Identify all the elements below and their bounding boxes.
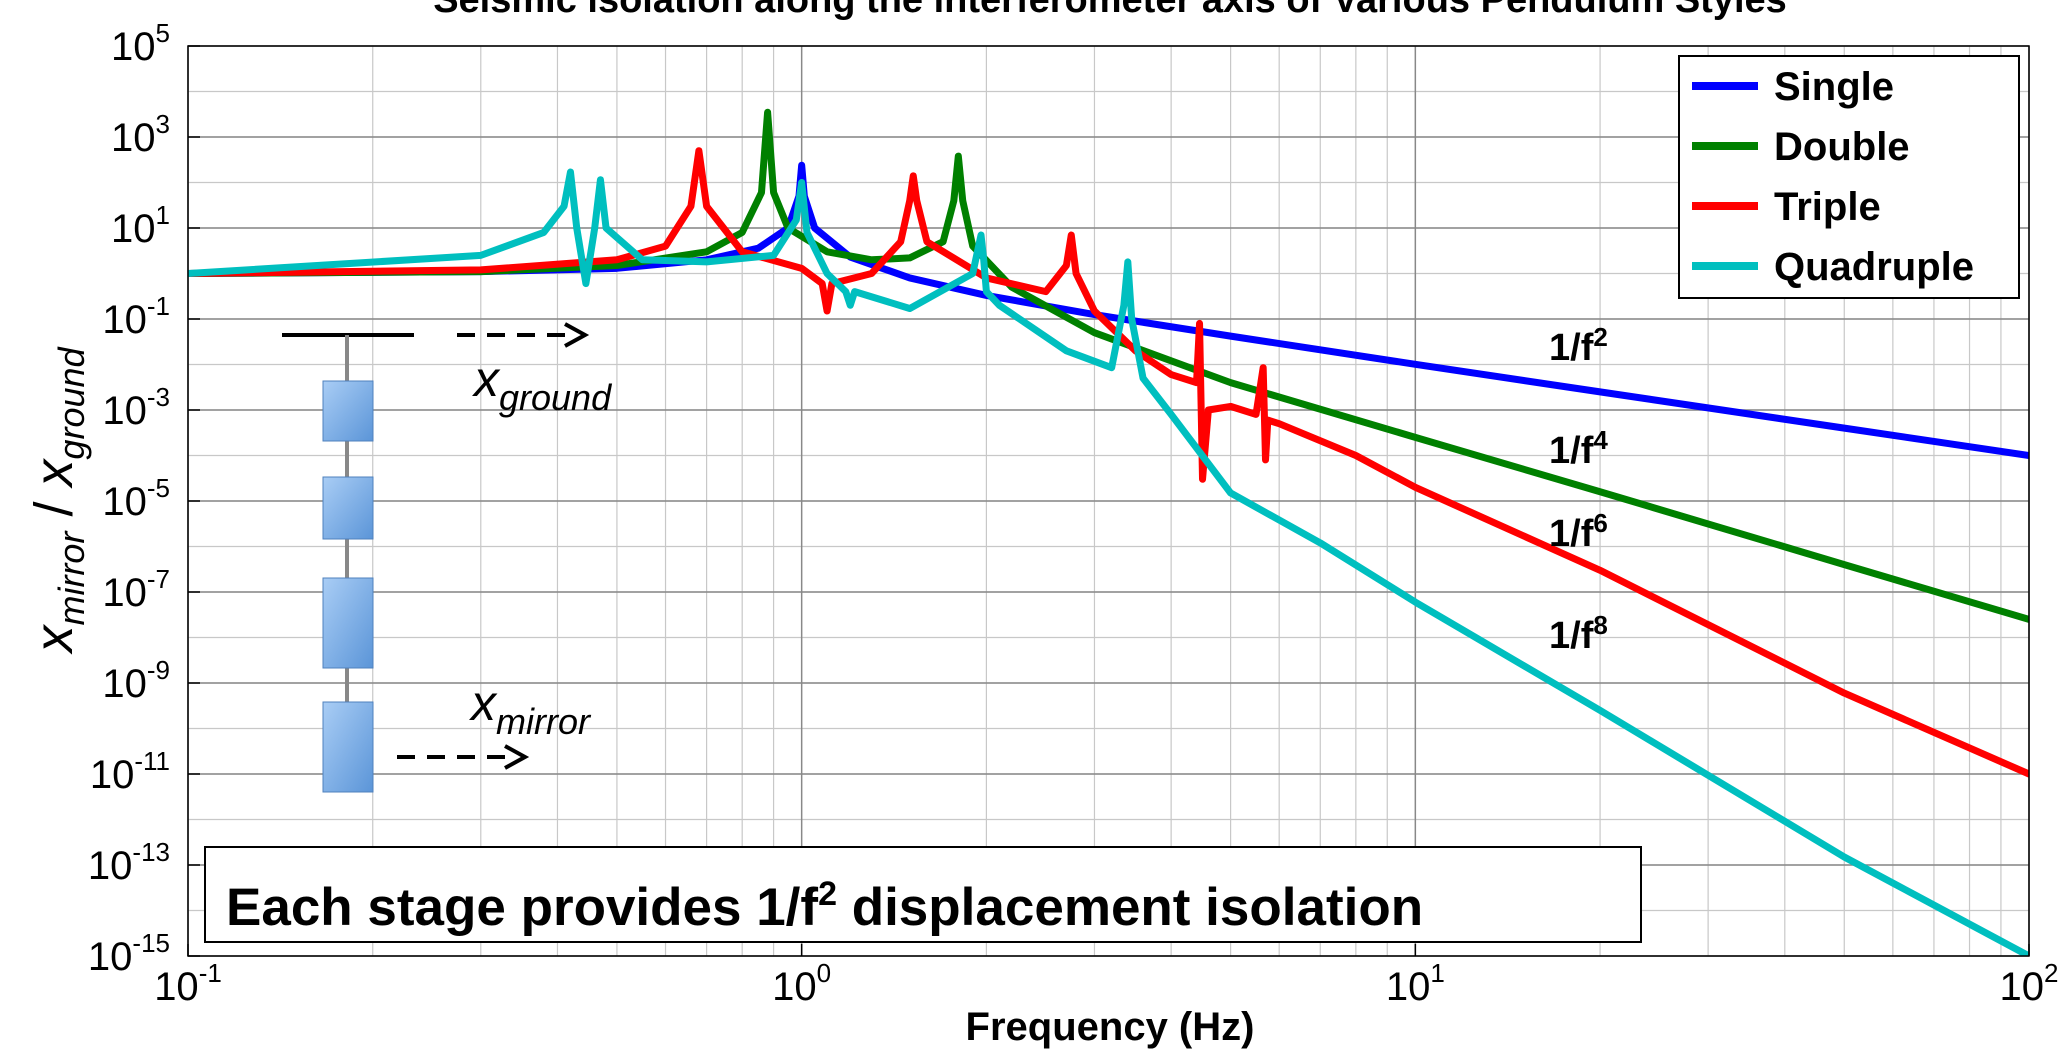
y-label-num-sub: mirror — [51, 530, 92, 626]
mirror-mass — [322, 701, 374, 793]
slope-sup: 4 — [1593, 425, 1608, 455]
arrow-head — [564, 322, 590, 348]
x-tick-label: 100 — [772, 958, 831, 1009]
y-label-sep: / — [24, 487, 84, 532]
tick-exp: -13 — [132, 837, 170, 867]
y-tick-label: 101 — [111, 200, 170, 251]
tick-base: 10 — [90, 753, 135, 797]
tick-exp: -5 — [147, 473, 170, 503]
tick-base: 10 — [88, 935, 133, 979]
tick-base: 10 — [111, 116, 156, 160]
legend-label: Triple — [1774, 185, 1881, 229]
note-tail: displacement isolation — [837, 878, 1423, 937]
tick-exp: 5 — [156, 18, 170, 48]
legend-label: Double — [1774, 125, 1910, 169]
slope-sup: 2 — [1593, 322, 1607, 352]
tick-exp: 1 — [1430, 958, 1444, 988]
chart-title: Seismic isolation along the interferomet… — [433, 0, 1787, 21]
tick-base: 10 — [2000, 965, 2045, 1009]
mirror-label-sub: mirror — [496, 701, 592, 742]
y-tick-label: 10-9 — [102, 655, 170, 706]
y-tick-label: 105 — [111, 18, 170, 69]
tick-base: 10 — [111, 25, 156, 69]
tick-exp: -15 — [132, 928, 170, 958]
y-tick-label: 10-5 — [102, 473, 170, 524]
tick-base: 10 — [102, 662, 147, 706]
x-axis-label: Frequency (Hz) — [966, 1005, 1255, 1049]
tick-base: 10 — [772, 965, 817, 1009]
tick-exp: -3 — [147, 382, 170, 412]
tick-base: 10 — [102, 298, 147, 342]
slope-text: 1/f — [1549, 513, 1594, 555]
y-label-num: x — [24, 624, 84, 656]
y-label-den-sub: ground — [51, 346, 92, 459]
tick-base: 10 — [111, 207, 156, 251]
tick-base: 10 — [154, 965, 199, 1009]
tick-exp: -7 — [147, 564, 170, 594]
stage-mass — [322, 577, 374, 669]
slope-text: 1/f — [1549, 327, 1594, 369]
arrow-head — [504, 744, 530, 770]
tick-exp: -9 — [147, 655, 170, 685]
tick-base: 10 — [88, 844, 133, 888]
slope-sup: 6 — [1593, 508, 1607, 538]
slope-label: 1/f6 — [1549, 508, 1608, 555]
tick-exp: 0 — [817, 958, 831, 988]
slope-text: 1/f — [1549, 615, 1594, 657]
y-label-den: x — [24, 458, 84, 490]
tick-exp: 3 — [156, 109, 170, 139]
slope-label: 1/f2 — [1549, 322, 1608, 369]
tick-exp: -1 — [199, 958, 222, 988]
tick-exp: 2 — [2044, 958, 2058, 988]
slope-label: 1/f4 — [1549, 425, 1608, 472]
series-line — [188, 147, 2029, 778]
pendulum-diagram: xground xmirror — [282, 322, 612, 793]
y-tick-label: 10-7 — [102, 564, 170, 615]
legend: Single Double Triple Quadruple — [1678, 55, 2020, 299]
slope-sup: 8 — [1593, 610, 1607, 640]
x-tick-label: 10-1 — [154, 958, 222, 1009]
tick-exp: -1 — [147, 291, 170, 321]
note: Each stage provides 1/f2 displacement is… — [226, 875, 1423, 937]
y-tick-label: 10-13 — [88, 837, 170, 888]
tick-base: 10 — [102, 571, 147, 615]
legend-label: Quadruple — [1774, 245, 1974, 289]
plot-lines — [188, 108, 2029, 956]
tick-exp: -11 — [134, 746, 170, 776]
tick-base: 10 — [102, 389, 147, 433]
tick-base: 10 — [102, 480, 147, 524]
stage-mass — [322, 380, 374, 442]
slope-text: 1/f — [1549, 430, 1594, 472]
y-axis-label: xmirror / xground — [24, 346, 92, 655]
note-sup: 2 — [818, 875, 837, 913]
legend-label: Single — [1774, 65, 1894, 109]
y-tick-label: 103 — [111, 109, 170, 160]
mirror-label: xmirror — [469, 675, 592, 742]
stage-mass — [322, 476, 374, 540]
ground-label-sub: ground — [499, 377, 612, 418]
ground-label: xground — [472, 351, 612, 418]
slope-label: 1/f8 — [1549, 610, 1608, 657]
tick-exp: 1 — [156, 200, 170, 230]
x-tick-label: 102 — [2000, 958, 2059, 1009]
note-text: Each stage provides 1/f — [226, 878, 818, 937]
series-line — [188, 168, 2029, 956]
legend-box — [1678, 55, 2020, 299]
ground-label-main: x — [472, 351, 501, 407]
x-tick-label: 101 — [1386, 958, 1445, 1009]
y-tick-label: 10-1 — [102, 291, 170, 342]
y-tick-label: 10-11 — [90, 746, 170, 797]
tick-labels: 10-1 100 101 10210510310110-110-310-510-710… — [88, 18, 2059, 1009]
tick-base: 10 — [1386, 965, 1431, 1009]
y-tick-label: 10-3 — [102, 382, 170, 433]
note-box — [204, 846, 1642, 943]
y-tick-label: 10-15 — [88, 928, 170, 979]
mirror-label-main: x — [469, 675, 498, 731]
